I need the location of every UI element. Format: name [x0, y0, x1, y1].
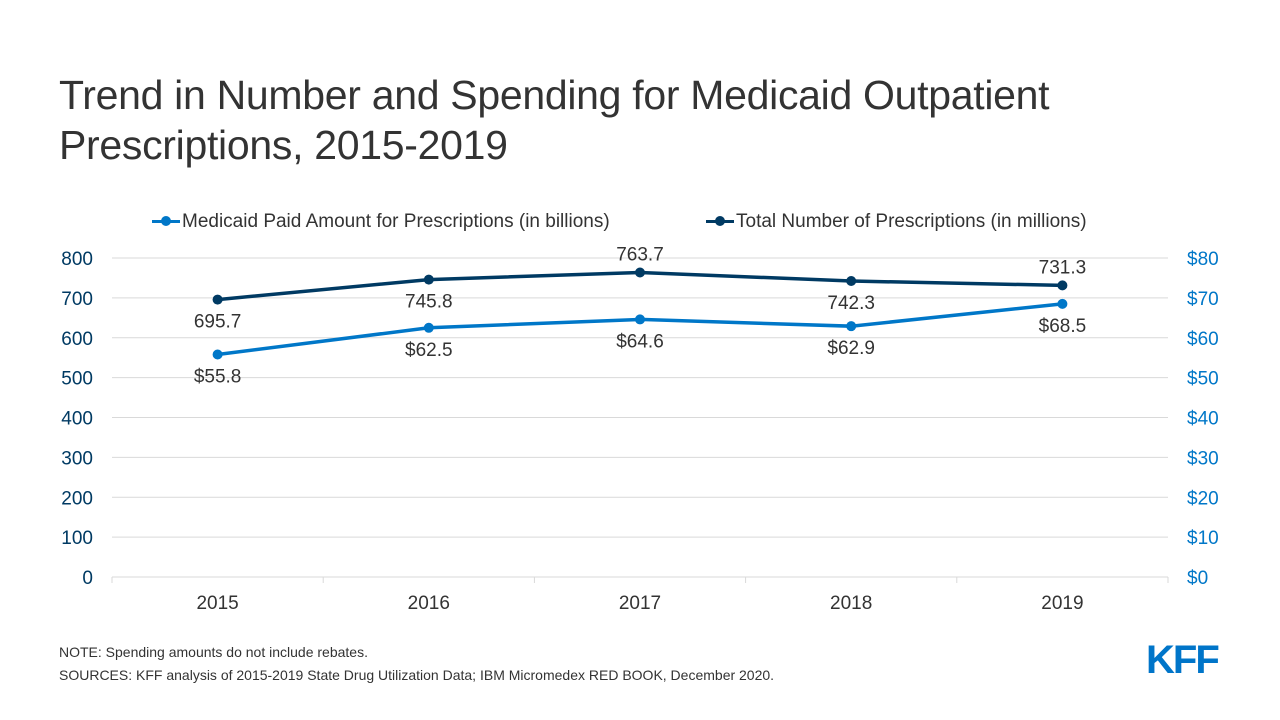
- legend-item-paid: Medicaid Paid Amount for Prescriptions (…: [152, 211, 610, 233]
- legend-marker-paid-icon: [152, 216, 180, 228]
- data-label-paid: $55.8: [194, 366, 242, 387]
- data-label-total: 731.3: [1039, 257, 1087, 278]
- data-point-paid: [846, 321, 857, 332]
- data-point-total: [846, 276, 857, 287]
- legend-label-paid: Medicaid Paid Amount for Prescriptions (…: [182, 211, 610, 232]
- right-axis-tick-label: $50: [1187, 369, 1219, 390]
- left-axis-tick-label: 100: [61, 528, 93, 549]
- left-axis-tick-label: 800: [61, 249, 93, 270]
- right-axis-tick-label: $30: [1187, 448, 1219, 469]
- data-point-paid: [423, 322, 434, 333]
- data-point-total: [423, 274, 434, 285]
- right-axis-tick-label: $40: [1187, 409, 1219, 430]
- legend-item-total: Total Number of Prescriptions (in millio…: [706, 211, 1087, 233]
- data-point-total: [635, 267, 645, 278]
- data-point-paid: [635, 314, 645, 325]
- data-point-total: [212, 294, 223, 305]
- left-axis-tick-label: 400: [61, 409, 93, 430]
- chart-title: Trend in Number and Spending for Medicai…: [59, 72, 1050, 168]
- data-label-total: 763.7: [616, 244, 664, 265]
- x-axis-tick-label: 2016: [408, 593, 450, 614]
- left-axis-tick-label: 200: [61, 488, 93, 509]
- left-axis-tick-label: 300: [61, 448, 93, 469]
- right-axis-tick-label: $80: [1187, 249, 1219, 270]
- right-axis-tick-label: $10: [1187, 528, 1219, 549]
- legend: Medicaid Paid Amount for Prescriptions (…: [0, 211, 1280, 235]
- left-axis-tick-label: 500: [61, 369, 93, 390]
- kff-logo: KFF: [1146, 638, 1220, 682]
- sources-text: SOURCES: KFF analysis of 2015-2019 State…: [59, 667, 775, 683]
- x-axis-tick-label: 2018: [830, 593, 872, 614]
- right-axis-tick-label: $70: [1187, 289, 1219, 310]
- right-axis-tick-label: $20: [1187, 488, 1219, 509]
- data-point-paid: [1057, 298, 1068, 309]
- data-label-paid: $64.6: [616, 331, 664, 352]
- x-axis-tick-label: 2017: [619, 593, 661, 614]
- data-label-paid: $62.9: [827, 338, 875, 359]
- data-label-total: 695.7: [194, 312, 242, 333]
- note-text: NOTE: Spending amounts do not include re…: [59, 644, 368, 660]
- right-axis-tick-label: $0: [1187, 568, 1208, 589]
- data-label-paid: $62.5: [405, 340, 453, 361]
- legend-marker-total-icon: [706, 216, 734, 228]
- data-point-total: [1057, 280, 1068, 291]
- x-axis-tick-label: 2015: [196, 593, 238, 614]
- data-label-total: 742.3: [827, 293, 875, 314]
- left-axis-tick-label: 0: [82, 568, 93, 589]
- x-axis-tick-label: 2019: [1041, 593, 1083, 614]
- right-axis-tick-label: $60: [1187, 329, 1219, 350]
- left-axis-tick-label: 700: [61, 289, 93, 310]
- legend-label-total: Total Number of Prescriptions (in millio…: [736, 211, 1087, 232]
- data-point-paid: [212, 349, 223, 360]
- data-label-total: 745.8: [405, 292, 453, 313]
- left-axis-tick-label: 600: [61, 329, 93, 350]
- data-label-paid: $68.5: [1039, 316, 1087, 337]
